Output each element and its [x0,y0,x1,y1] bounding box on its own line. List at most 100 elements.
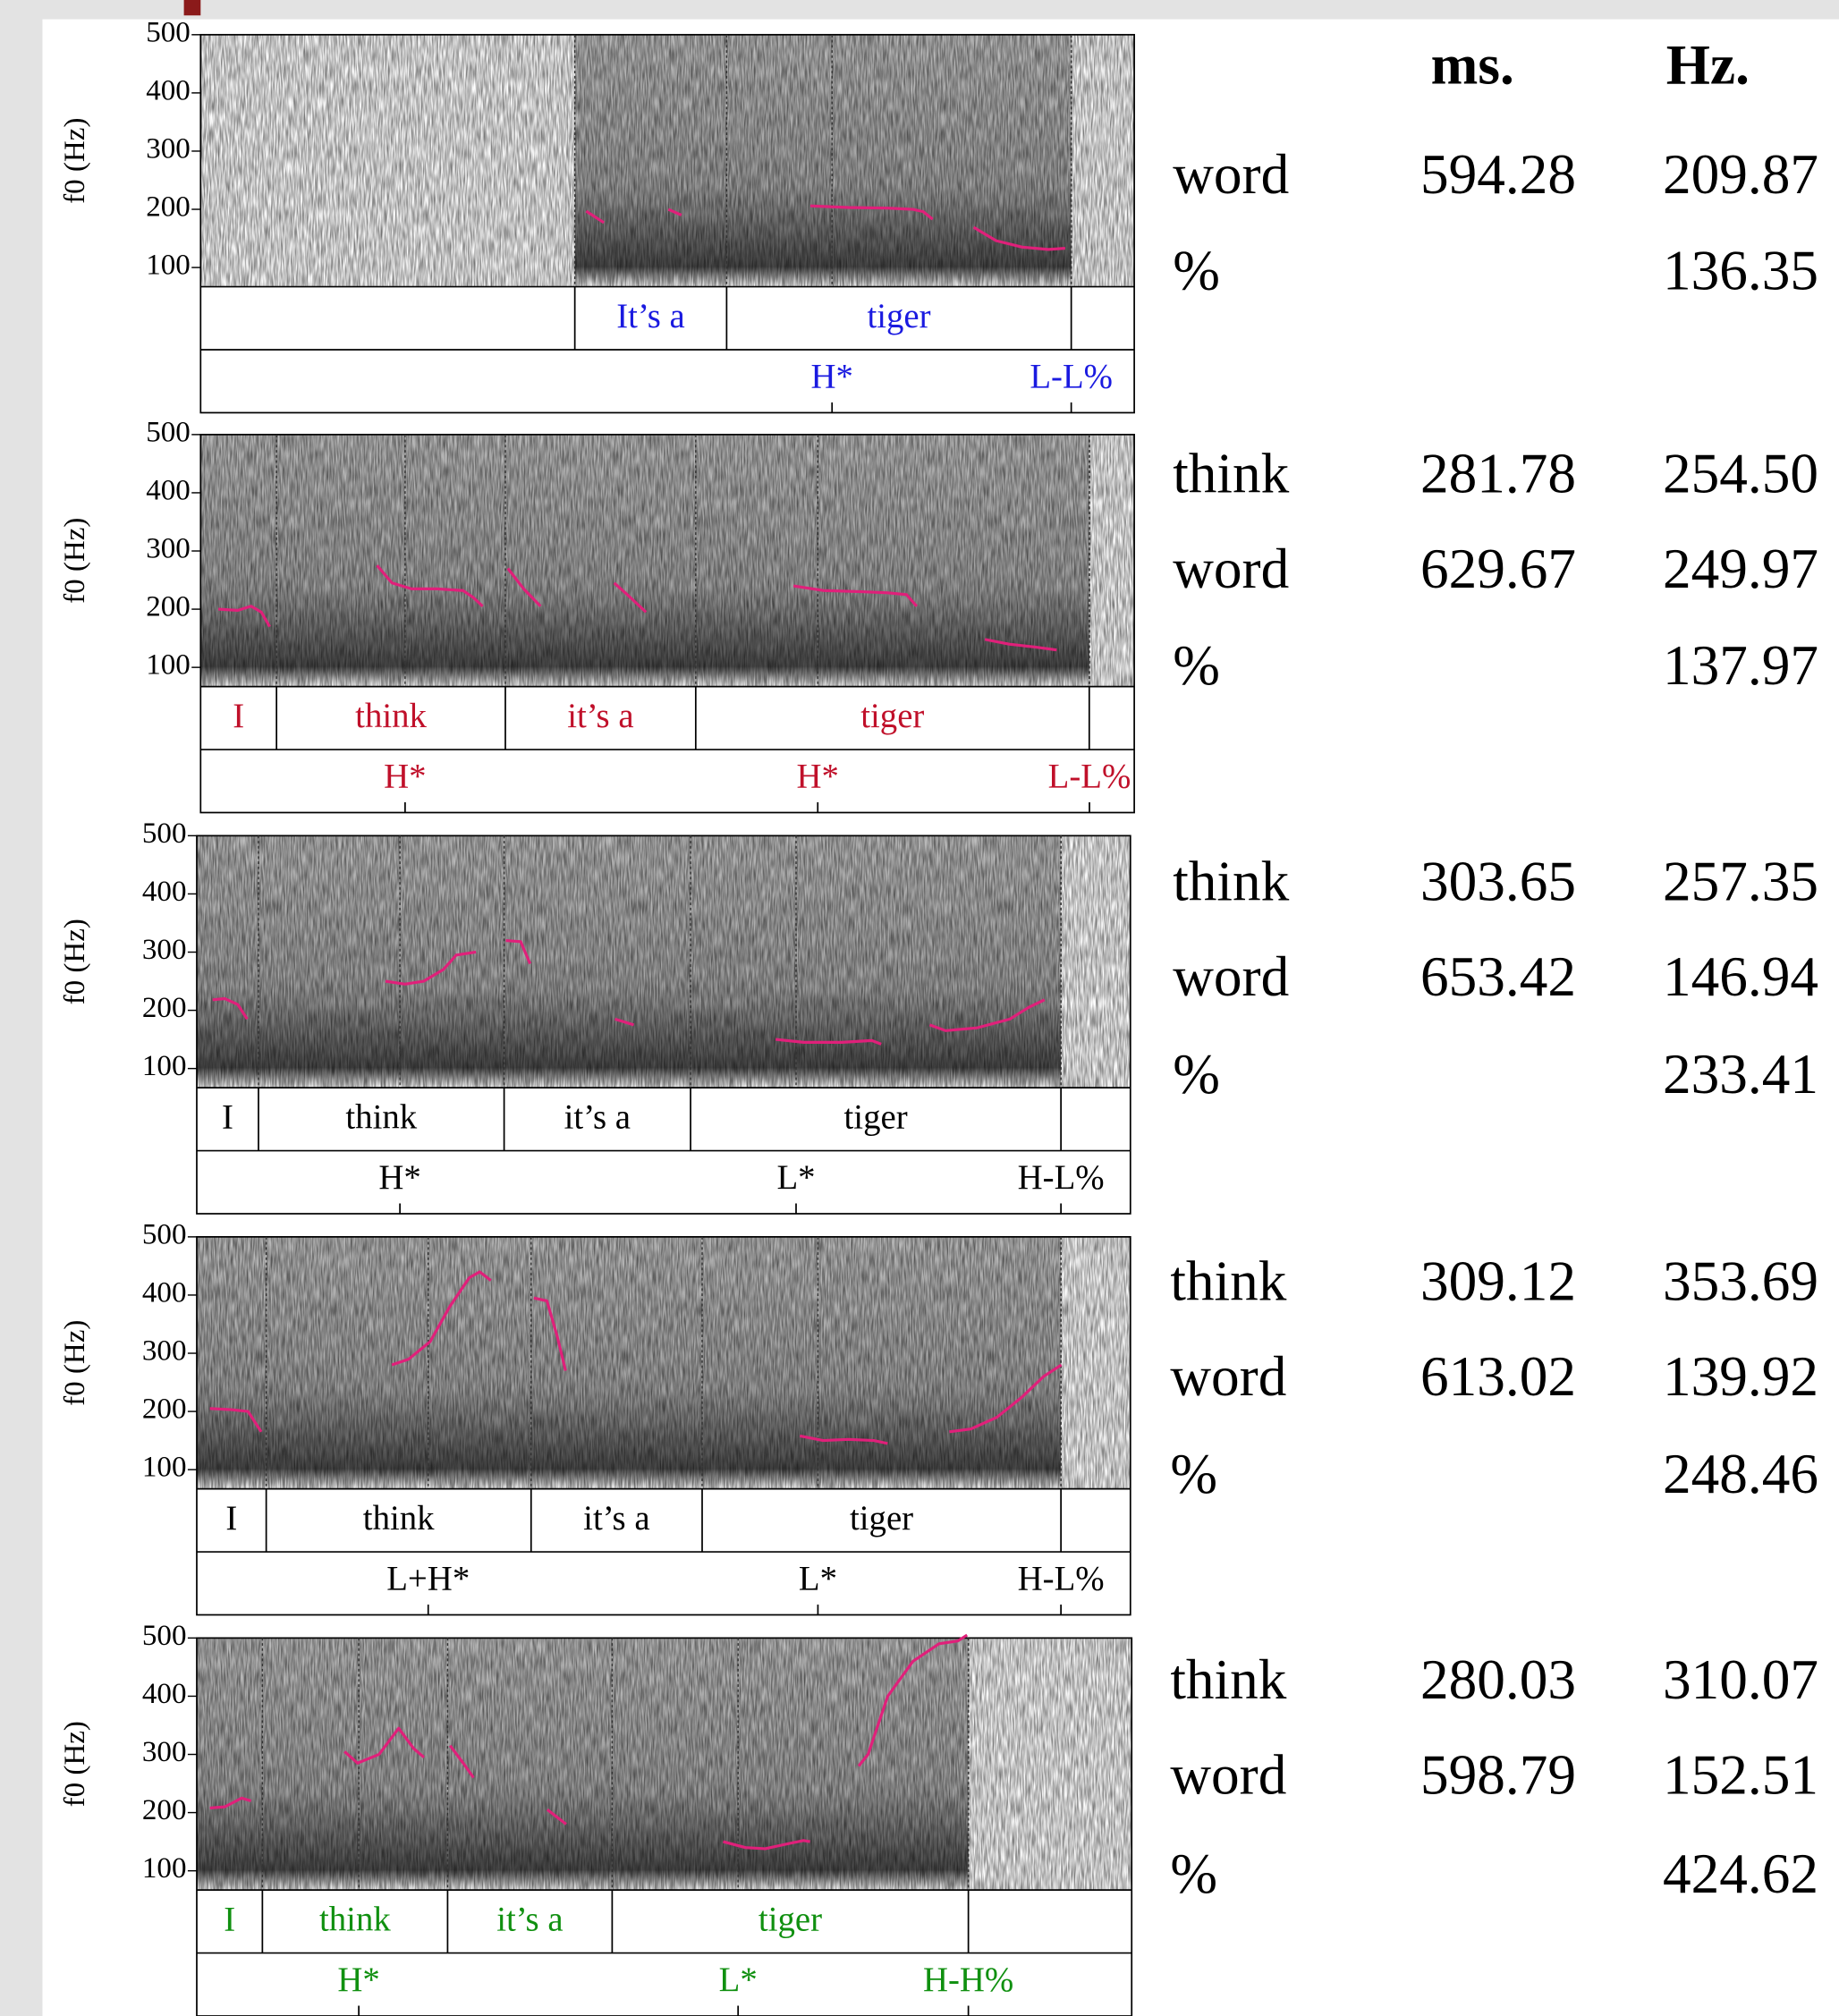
y-tick-label: 100 [142,1452,187,1484]
word-label: I [224,1901,235,1939]
panel-frame [196,1236,1131,1616]
word-label: tiger [850,1499,913,1537]
tone-label: L* [776,1158,815,1197]
y-axis-label: f0 (Hz) [59,518,91,604]
word-label: it’s a [564,1098,631,1137]
hz-value: 152.51 [1663,1743,1818,1806]
hz-value: 254.50 [1663,443,1818,505]
spectrogram-noise [200,434,1135,687]
y-tick-label: 200 [146,191,191,224]
tone-label: H* [797,758,839,796]
hz-value: 248.46 [1663,1443,1818,1505]
row-label: think [1170,1648,1286,1711]
ms-value: 598.79 [1420,1743,1576,1806]
row-label: % [1170,1443,1217,1505]
hz-value: 139.92 [1663,1345,1818,1408]
spectrogram-noise [200,34,1135,287]
tone-label: H* [811,358,853,396]
tone-label: H* [337,1961,379,1999]
row-label: think [1170,1249,1286,1312]
table-header: Hz. [1666,34,1750,97]
ms-value: 281.78 [1420,443,1576,505]
tone-label: L* [799,1560,837,1598]
tone-label: H-L% [1018,1560,1105,1598]
tone-label: L+H* [386,1560,470,1598]
y-tick-label: 300 [146,533,191,565]
word-label: I [225,1499,237,1537]
hz-value: 249.97 [1663,538,1818,600]
y-tick-label: 500 [146,16,191,48]
tone-label: H* [378,1158,420,1197]
f0-track [585,204,1066,251]
word-label: it’s a [567,697,633,735]
hz-value: 424.62 [1663,1842,1818,1905]
ms-value: 653.42 [1420,945,1576,1008]
panel-frame [196,1637,1133,2016]
y-tick-label: 100 [142,1050,187,1082]
row-label: word [1170,1743,1286,1806]
tone-label: L-L% [1030,358,1113,396]
ms-value: 629.67 [1420,538,1576,600]
ms-value: 280.03 [1420,1648,1576,1711]
word-label: think [363,1499,435,1537]
y-tick-label: 300 [146,133,191,165]
hz-value: 146.94 [1663,945,1818,1008]
word-label: it’s a [583,1499,649,1537]
row-label: % [1173,634,1220,697]
word-label: tiger [758,1901,822,1939]
hz-value: 310.07 [1663,1648,1818,1711]
y-tick-label: 500 [142,817,187,850]
hz-value: 209.87 [1663,143,1818,206]
y-tick-label: 400 [142,1678,187,1710]
y-tick-label: 300 [142,934,187,966]
row-label: word [1173,538,1289,600]
y-tick-label: 100 [146,250,191,282]
accent-mark [183,0,201,16]
y-tick-label: 200 [146,591,191,623]
y-axis-label: f0 (Hz) [59,919,91,1004]
y-tick-label: 200 [142,1794,187,1826]
row-label: word [1170,1345,1286,1408]
hz-value: 137.97 [1663,634,1818,697]
panel-frame [199,434,1135,814]
tone-label: L-L% [1048,758,1131,796]
hz-value: 257.35 [1663,850,1818,912]
y-tick-label: 400 [142,876,187,908]
panel-frame [196,834,1131,1215]
y-tick-label: 100 [142,1852,187,1885]
y-axis-label: f0 (Hz) [59,118,91,204]
row-label: word [1173,143,1289,206]
f0-track [209,1270,1063,1445]
y-tick-label: 500 [146,416,191,448]
row-label: think [1173,443,1289,505]
ms-value: 594.28 [1420,143,1576,206]
word-label: tiger [867,297,930,335]
y-tick-label: 300 [142,1736,187,1768]
tone-label: H-H% [923,1961,1013,1999]
row-label: think [1173,850,1289,912]
f0-track [212,938,1046,1046]
spectrogram-noise [196,835,1131,1088]
y-tick-label: 200 [142,992,187,1024]
ms-value: 303.65 [1420,850,1576,912]
hz-value: 353.69 [1663,1249,1818,1312]
word-label: It’s a [616,297,685,335]
spectrogram-noise [196,1638,1132,1891]
word-label: think [355,697,427,735]
word-label: it’s a [496,1901,563,1939]
y-tick-label: 500 [142,1620,187,1652]
word-label: I [222,1098,233,1137]
ms-value: 613.02 [1420,1345,1576,1408]
f0-track [218,564,1057,652]
panel-frame [199,33,1135,414]
spectrogram-noise [196,1236,1131,1489]
y-tick-label: 300 [142,1335,187,1368]
hz-value: 136.35 [1663,240,1818,302]
y-tick-label: 100 [146,649,191,682]
row-label: word [1173,945,1289,1008]
row-label: % [1170,1842,1217,1905]
y-tick-label: 500 [142,1218,187,1250]
word-label: think [345,1098,417,1137]
